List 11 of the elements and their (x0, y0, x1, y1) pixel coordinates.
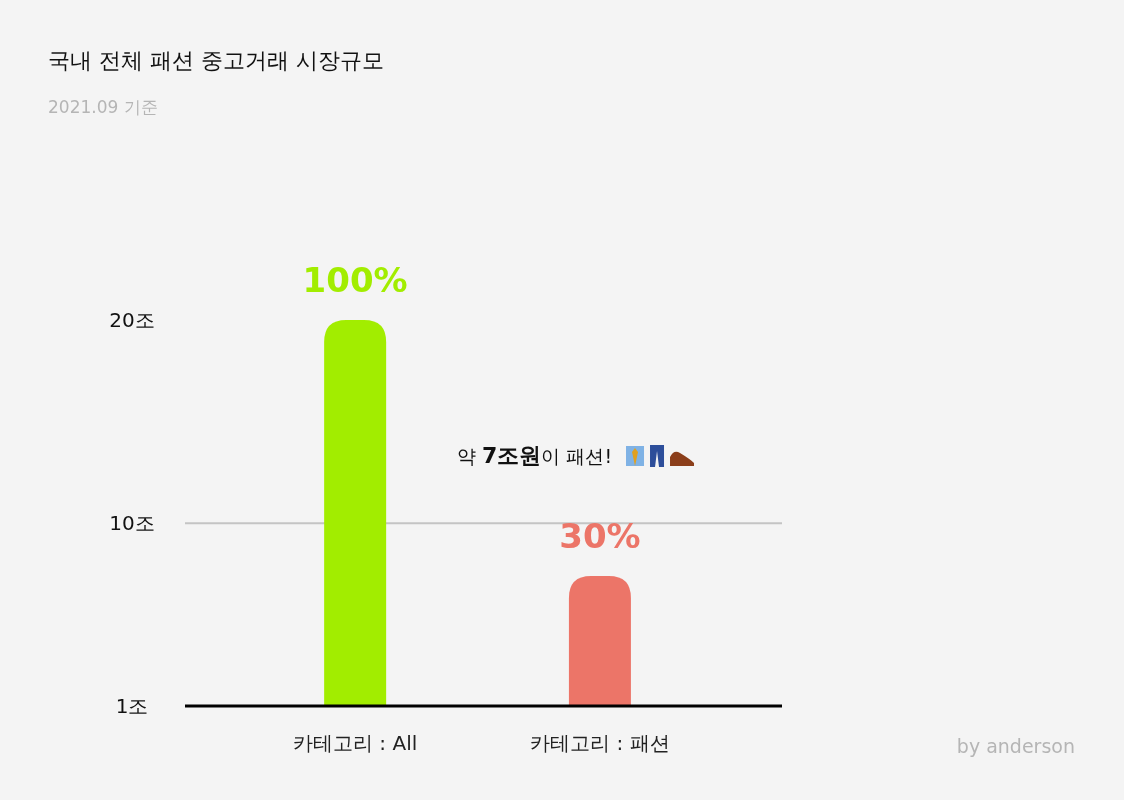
chart-title: 국내 전체 패션 중고거래 시장규모 (48, 48, 384, 73)
y-tick-label: 20조 (109, 308, 155, 332)
annotation: 30% (559, 515, 641, 556)
text: by anderson (956, 735, 1075, 757)
y-tick-label: 1조 (115, 694, 149, 718)
x-tick-label: 카테고리 : All (293, 731, 418, 755)
x-tick-label: 카테고리 : 패션 (530, 731, 670, 755)
annotation: 약 7조원이 패션! (457, 443, 613, 468)
y-tick-label: 10조 (109, 511, 155, 536)
annotation: 100% (302, 260, 408, 300)
chart-subtitle: 2021.09 기준 (48, 97, 158, 117)
